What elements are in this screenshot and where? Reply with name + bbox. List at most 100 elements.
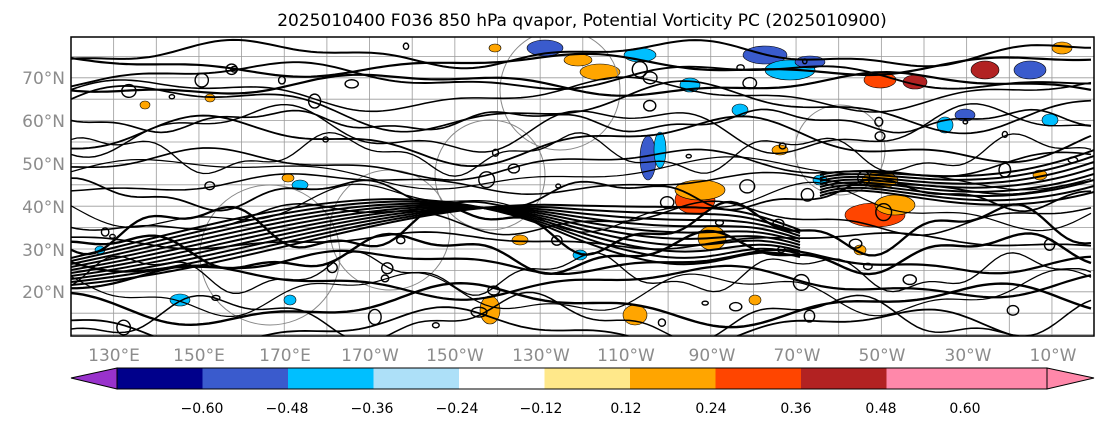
- small-contour: [742, 76, 758, 90]
- small-contour: [631, 60, 648, 78]
- qvapor-contour-line: [71, 264, 1092, 301]
- small-contour: [204, 181, 216, 191]
- small-contour: [100, 227, 110, 237]
- small-contour: [657, 318, 667, 327]
- pv-blob: [674, 179, 726, 201]
- pv-blob: [653, 131, 667, 169]
- small-contour: [380, 262, 394, 275]
- latitude-labels: 70°N 60°N 50°N 40°N 30°N 20°N: [22, 69, 65, 303]
- qvapor-contour-line: [71, 282, 1092, 329]
- colorbar-label-2: −0.48: [266, 401, 309, 417]
- small-contour: [874, 116, 884, 127]
- pv-blob: [1041, 113, 1059, 127]
- pv-blob: [874, 194, 916, 216]
- colorbar-label-9: 0.48: [865, 401, 896, 417]
- pv-blob: [204, 93, 216, 103]
- small-contour: [194, 72, 210, 88]
- small-contour: [642, 71, 658, 85]
- qvapor-contour-line: [71, 291, 1092, 336]
- small-contour: [470, 306, 488, 318]
- small-contour: [801, 58, 808, 65]
- pv-blob: [622, 304, 648, 326]
- small-contour: [491, 148, 500, 157]
- lon-label-10w: 10°W: [1030, 346, 1077, 366]
- colorbar-bin-8: [715, 368, 801, 389]
- small-contour: [344, 79, 360, 89]
- lat-label-20: 20°N: [22, 283, 65, 303]
- small-contour: [121, 83, 137, 99]
- small-contour: [1006, 304, 1020, 316]
- small-contour: [874, 131, 886, 142]
- jet-contour: [819, 161, 1094, 185]
- lat-label-70: 70°N: [22, 69, 65, 89]
- small-contour: [902, 274, 918, 286]
- qvapor-contour-line: [71, 114, 1092, 168]
- small-contour: [326, 262, 338, 274]
- small-contour: [1067, 156, 1079, 164]
- small-contour: [736, 64, 745, 72]
- jet-contour: [819, 149, 1094, 178]
- colorbar-bin-11: [972, 368, 1047, 389]
- small-contour: [168, 94, 176, 100]
- colorbar: −0.60 −0.48 −0.36 −0.24 −0.12 0.12 0.24 …: [70, 367, 1095, 417]
- qvapor-contour-line: [71, 268, 1092, 318]
- jet-contour: [71, 200, 801, 262]
- qvapor-contour-line: [71, 251, 1092, 296]
- small-contour: [685, 153, 693, 159]
- qvapor-contour-line: [71, 200, 1092, 257]
- small-contour: [1001, 130, 1009, 138]
- small-contour: [555, 183, 562, 189]
- small-contour: [778, 142, 787, 150]
- small-contour: [487, 285, 501, 296]
- gray-contour: [199, 184, 341, 326]
- small-contour: [367, 308, 382, 326]
- pv-blob: [281, 173, 295, 183]
- lon-label-130w: 130°W: [512, 346, 570, 366]
- qvapor-contour-line: [71, 76, 1092, 113]
- small-contour: [277, 75, 286, 85]
- small-contour: [659, 196, 675, 209]
- colorbar-bin-3: [288, 368, 374, 389]
- small-contour: [792, 273, 810, 291]
- jet-contour: [71, 205, 801, 271]
- jet-contour: [71, 206, 801, 274]
- small-contour: [857, 170, 871, 186]
- pv-blob: [639, 135, 657, 181]
- pv-blob: [511, 234, 529, 246]
- small-contour: [803, 309, 816, 323]
- small-contour: [642, 99, 657, 112]
- colorbar-bin-7: [630, 368, 716, 389]
- colorbar-extend-low: [70, 367, 118, 390]
- small-contour: [714, 219, 725, 227]
- colorbar-bin-4: [373, 368, 459, 389]
- pv-blob: [1051, 41, 1073, 55]
- gray-contour: [499, 37, 621, 151]
- small-contour: [848, 238, 863, 249]
- small-contour: [862, 262, 873, 271]
- gray-contour: [434, 119, 546, 231]
- colorbar-label-6: 0.12: [610, 401, 641, 417]
- lon-label-30w: 30°W: [945, 346, 992, 366]
- qvapor-contours: [71, 37, 1094, 336]
- jet-contour: [71, 206, 801, 277]
- lon-label-150w: 150°W: [426, 346, 484, 366]
- qvapor-contour-line: [71, 38, 1092, 70]
- small-contour: [728, 301, 743, 312]
- colorbar-extend-high: [1046, 367, 1095, 390]
- pv-blob: [488, 43, 502, 53]
- qvapor-contour-line: [71, 103, 1092, 158]
- jet-contour: [819, 185, 1094, 202]
- small-contour: [431, 322, 440, 329]
- lon-label-150e: 150°E: [173, 346, 225, 366]
- small-contour: [962, 119, 969, 125]
- map-frame: [70, 36, 1095, 337]
- small-contour: [507, 163, 521, 174]
- small-contour: [116, 319, 132, 336]
- colorbar-bin-2: [202, 368, 288, 389]
- jet-contour: [819, 189, 1094, 206]
- jet-contour: [71, 205, 801, 283]
- small-contour: [402, 42, 410, 51]
- jet-contour: [71, 202, 801, 265]
- small-contour: [380, 274, 390, 283]
